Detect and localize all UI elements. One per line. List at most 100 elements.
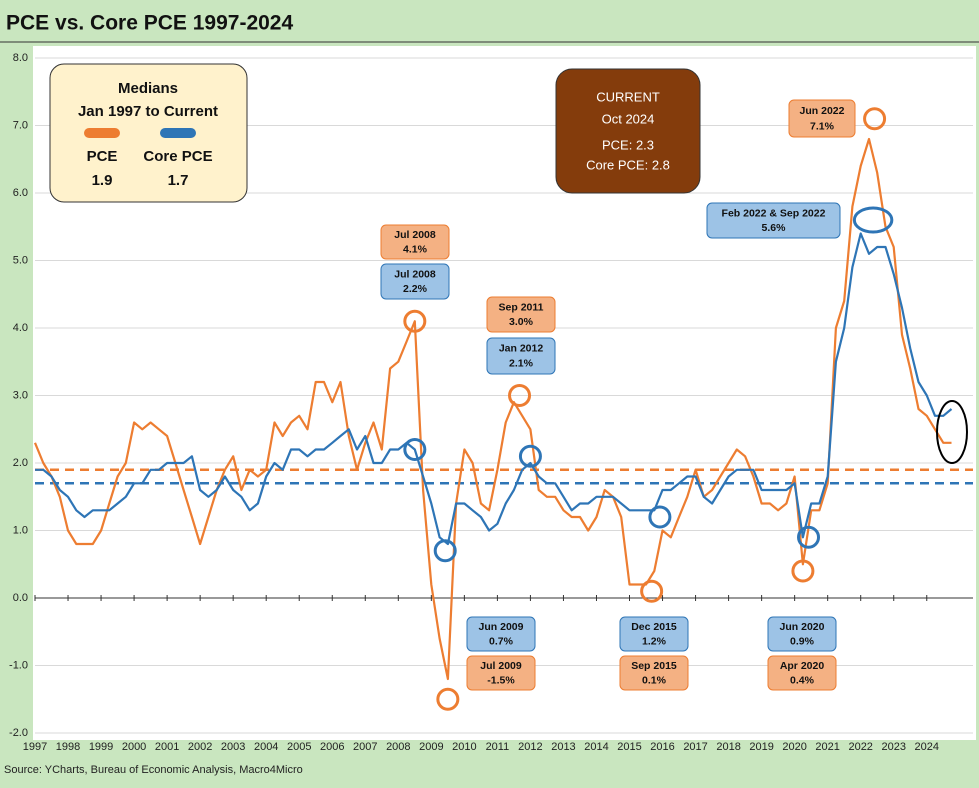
annotation-marker	[797, 525, 821, 549]
annotation-marker	[403, 438, 427, 461]
x-tick-label: 2012	[518, 741, 542, 753]
annotation-box	[619, 655, 689, 691]
annotation-label: Jan 2012	[499, 343, 544, 355]
annotation-value: 5.6%	[762, 222, 787, 234]
x-tick-label: 2005	[287, 741, 311, 753]
annotation-marker	[508, 384, 532, 407]
x-tick-label: 2017	[683, 741, 707, 753]
annotation-value: 0.4%	[790, 674, 815, 686]
annotation-box	[706, 202, 841, 239]
title-bar	[0, 0, 979, 42]
current-text: Oct 2024	[602, 111, 655, 126]
current-text: CURRENT	[596, 89, 660, 104]
x-tick-label: 1998	[56, 741, 80, 753]
annotation-box	[788, 99, 856, 138]
annotation-box	[767, 616, 837, 652]
annotation-label: Jul 2008	[394, 268, 436, 280]
series-line	[33, 137, 952, 681]
annotation-marker	[863, 107, 887, 131]
legend-median: 1.9	[92, 172, 113, 189]
source: Source: YCharts, Bureau of Economic Anal…	[4, 764, 303, 776]
annotation-marker	[518, 444, 542, 468]
x-tick-label: 2007	[353, 741, 377, 753]
y-tick-label: 2.0	[13, 457, 28, 469]
annotation-box	[486, 337, 556, 375]
y-tick-label: 7.0	[13, 119, 28, 131]
current-highlight	[936, 400, 968, 464]
legend-box	[49, 63, 248, 203]
x-tick-label: 2016	[650, 741, 674, 753]
x-tick-label: 2009	[419, 741, 443, 753]
x-tick-label: 2006	[320, 741, 344, 753]
annotation-value: 2.1%	[509, 358, 534, 370]
annotation-label: Apr 2020	[780, 660, 825, 672]
x-tick-label: 2015	[617, 741, 641, 753]
legend-subtitle: Jan 1997 to Current	[78, 103, 218, 120]
x-tick-label: 2000	[122, 741, 146, 753]
annotation-label: Jun 2020	[780, 621, 825, 633]
x-tick-label: 2014	[584, 741, 608, 753]
legend-label: PCE	[87, 148, 118, 165]
current-text: Core PCE: 2.8	[586, 157, 670, 172]
series-line	[35, 232, 953, 546]
annotation-marker	[403, 309, 427, 333]
annotation-label: Jun 2022	[800, 105, 845, 117]
annotation-marker	[648, 505, 672, 529]
x-tick-label: 2010	[452, 741, 476, 753]
y-tick-label: 5.0	[13, 254, 28, 266]
current-box	[555, 68, 701, 194]
x-tick-label: 2001	[155, 741, 179, 753]
y-tick-label: 3.0	[13, 389, 28, 401]
x-tick-label: 1997	[23, 741, 47, 753]
y-tick-label: 0.0	[13, 592, 28, 604]
y-tick-label: 1.0	[13, 524, 28, 536]
annotation-value: 4.1%	[403, 243, 428, 255]
annotation-box	[466, 616, 536, 652]
x-tick-label: 2008	[386, 741, 410, 753]
x-tick-label: 2020	[782, 741, 806, 753]
annotation-value: 0.1%	[642, 674, 667, 686]
x-tick-label: 2022	[848, 741, 872, 753]
annotation-box	[486, 296, 556, 333]
annotation-label: Dec 2015	[631, 621, 677, 633]
y-tick-label: -1.0	[9, 659, 28, 671]
x-tick-label: 2024	[915, 741, 939, 753]
annotation-marker	[791, 559, 815, 583]
legend-median: 1.7	[168, 172, 189, 189]
x-tick-label: 1999	[89, 741, 113, 753]
annotation-label: Jun 2009	[479, 621, 524, 633]
legend-swatch	[160, 128, 196, 138]
legend-label: Core PCE	[143, 148, 212, 165]
current-text: PCE: 2.3	[602, 137, 654, 152]
y-tick-label: 6.0	[13, 187, 28, 199]
annotation-marker	[433, 539, 457, 563]
annotation-label: Sep 2011	[499, 301, 544, 313]
x-tick-label: 2002	[188, 741, 212, 753]
annotation-marker	[640, 579, 664, 603]
annotation-value: 3.0%	[509, 316, 534, 328]
x-tick-label: 2021	[815, 741, 839, 753]
annotation-box	[619, 616, 689, 652]
legend-title: Medians	[118, 80, 178, 97]
annotation-box	[380, 224, 450, 260]
x-tick-label: 2019	[749, 741, 773, 753]
annotation-label: Jul 2008	[394, 229, 436, 241]
x-tick-label: 2003	[221, 741, 245, 753]
annotation-label: Sep 2015	[631, 660, 677, 672]
annotation-box	[767, 655, 837, 691]
annotation-value: -1.5%	[487, 674, 515, 686]
annotation-marker	[852, 206, 894, 234]
legend-swatch	[84, 128, 120, 138]
x-tick-label: 2004	[254, 741, 278, 753]
annotation-box	[466, 655, 536, 691]
annotation-value: 7.1%	[810, 120, 835, 132]
annotation-marker	[436, 687, 460, 711]
y-tick-label: 8.0	[13, 52, 28, 64]
x-tick-label: 2018	[716, 741, 740, 753]
annotation-value: 0.9%	[790, 635, 815, 647]
x-tick-label: 2011	[486, 741, 510, 753]
y-tick-label: -2.0	[9, 727, 28, 739]
annotation-label: Feb 2022 & Sep 2022	[722, 207, 826, 219]
y-tick-label: 4.0	[13, 322, 28, 334]
